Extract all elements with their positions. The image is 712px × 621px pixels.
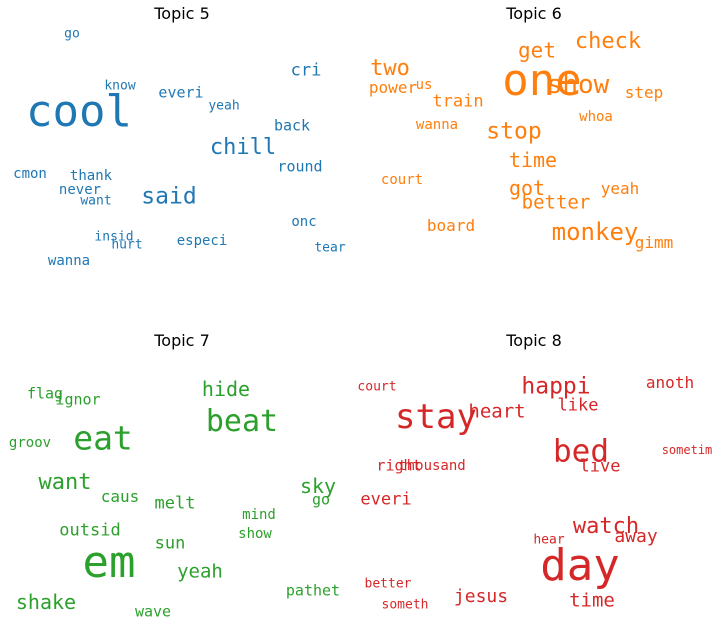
cloud-word: know: [104, 78, 136, 94]
cloud-word: shake: [15, 590, 77, 614]
cloud-word: chill: [209, 135, 277, 160]
cloud-word: back: [273, 116, 311, 135]
cloud-word: time: [508, 148, 558, 172]
cloud-word: em: [82, 537, 136, 588]
cloud-word: train: [432, 91, 484, 112]
cloud-word: ignor: [55, 390, 101, 409]
word-cloud: em eat beat want hide sky shake yeah melt sun outs…: [8, 353, 352, 619]
cloud-word: better: [364, 576, 412, 592]
cloud-word: day: [540, 540, 620, 591]
cloud-word: cri: [290, 60, 322, 81]
cloud-word: pathet: [285, 581, 341, 600]
cloud-word: hear: [533, 532, 565, 548]
cloud-word: round: [277, 157, 323, 176]
cloud-word: happi: [521, 373, 591, 400]
cloud-word: step: [624, 83, 664, 102]
topic-panel-5: Topic 5 cool said chill cri everi back round th…: [12, 4, 352, 289]
cloud-word: someth: [381, 597, 429, 613]
cloud-word: yeah: [600, 179, 640, 198]
cloud-word: go: [311, 490, 331, 509]
cloud-word: eat: [73, 418, 133, 458]
cloud-word: board: [426, 216, 476, 235]
cloud-word: tear: [314, 240, 346, 256]
word-cloud: one show monkey stop two check get time got bette…: [364, 26, 704, 289]
cloud-word: watch: [572, 514, 640, 539]
cloud-word: check: [574, 29, 642, 54]
cloud-word: stay: [395, 397, 477, 437]
cloud-word: wanna: [47, 253, 91, 269]
cloud-word: whoa: [579, 109, 613, 125]
cloud-word: show: [238, 526, 272, 542]
cloud-word: thank: [69, 168, 113, 184]
cloud-word: cool: [26, 86, 132, 137]
cloud-word: us: [415, 77, 433, 93]
topic-panel-7: Topic 7 em eat beat want hide sky shake yeah mel…: [8, 331, 352, 619]
cloud-word: away: [614, 526, 658, 547]
cloud-word: time: [569, 589, 615, 612]
cloud-word: want: [38, 470, 92, 495]
cloud-word: especi: [176, 233, 228, 249]
cloud-word: beat: [205, 404, 279, 439]
cloud-word: sky: [299, 474, 337, 498]
topic-title: Topic 5: [154, 4, 210, 23]
cloud-word: insid: [94, 229, 134, 245]
topic-panel-8: Topic 8 day stay bed happi watch heart time jes…: [357, 331, 712, 616]
cloud-word: live: [579, 456, 621, 477]
word-cloud: day stay bed happi watch heart time jesus away ev…: [357, 353, 712, 616]
cloud-word: get: [518, 38, 556, 63]
cloud-word: sun: [154, 533, 186, 554]
cloud-word: said: [141, 183, 197, 210]
cloud-word: one: [502, 55, 582, 106]
cloud-word: outsid: [59, 520, 121, 541]
cloud-word: thousand: [398, 458, 466, 474]
cloud-word: hurt: [111, 237, 143, 253]
cloud-word: onc: [291, 214, 317, 230]
topic-title: Topic 7: [154, 331, 210, 350]
cloud-word: got: [508, 176, 546, 200]
cloud-word: wanna: [415, 117, 459, 133]
cloud-word: monkey: [551, 218, 639, 246]
cloud-word: never: [58, 182, 102, 198]
cloud-word: better: [521, 191, 591, 214]
cloud-word: wave: [134, 602, 172, 621]
cloud-word: yeah: [208, 98, 240, 114]
cloud-word: everi: [158, 83, 204, 102]
cloud-word: caus: [100, 487, 140, 506]
cloud-word: bed: [553, 433, 609, 470]
cloud-word: like: [557, 395, 599, 416]
word-cloud: cool said chill cri everi back round thank never…: [12, 26, 352, 289]
cloud-word: heart: [468, 400, 526, 423]
topic-title: Topic 8: [506, 331, 562, 350]
cloud-word: show: [546, 70, 610, 100]
cloud-word: melt: [154, 493, 196, 514]
cloud-word: flag: [26, 384, 64, 403]
cloud-word: want: [80, 193, 112, 209]
topic-panel-6: Topic 6 one show monkey stop two check get time…: [364, 4, 704, 289]
cloud-word: court: [357, 379, 397, 395]
cloud-word: jesus: [453, 586, 509, 607]
cloud-word: gimm: [634, 233, 674, 252]
topic-title: Topic 6: [506, 4, 562, 23]
cloud-word: go: [64, 26, 80, 42]
cloud-word: power: [368, 78, 418, 97]
cloud-word: two: [370, 56, 410, 81]
cloud-word: anoth: [645, 373, 695, 392]
cloud-word: stop: [486, 118, 542, 145]
cloud-word: mind: [242, 507, 276, 523]
cloud-word: cmon: [13, 166, 47, 182]
cloud-word: hide: [201, 377, 251, 401]
cloud-word: sometim: [661, 443, 712, 457]
cloud-word: court: [380, 172, 424, 188]
cloud-word: groov: [8, 435, 52, 451]
cloud-word: everi: [360, 489, 412, 510]
cloud-word: yeah: [177, 560, 223, 583]
cloud-word: right: [376, 456, 422, 475]
